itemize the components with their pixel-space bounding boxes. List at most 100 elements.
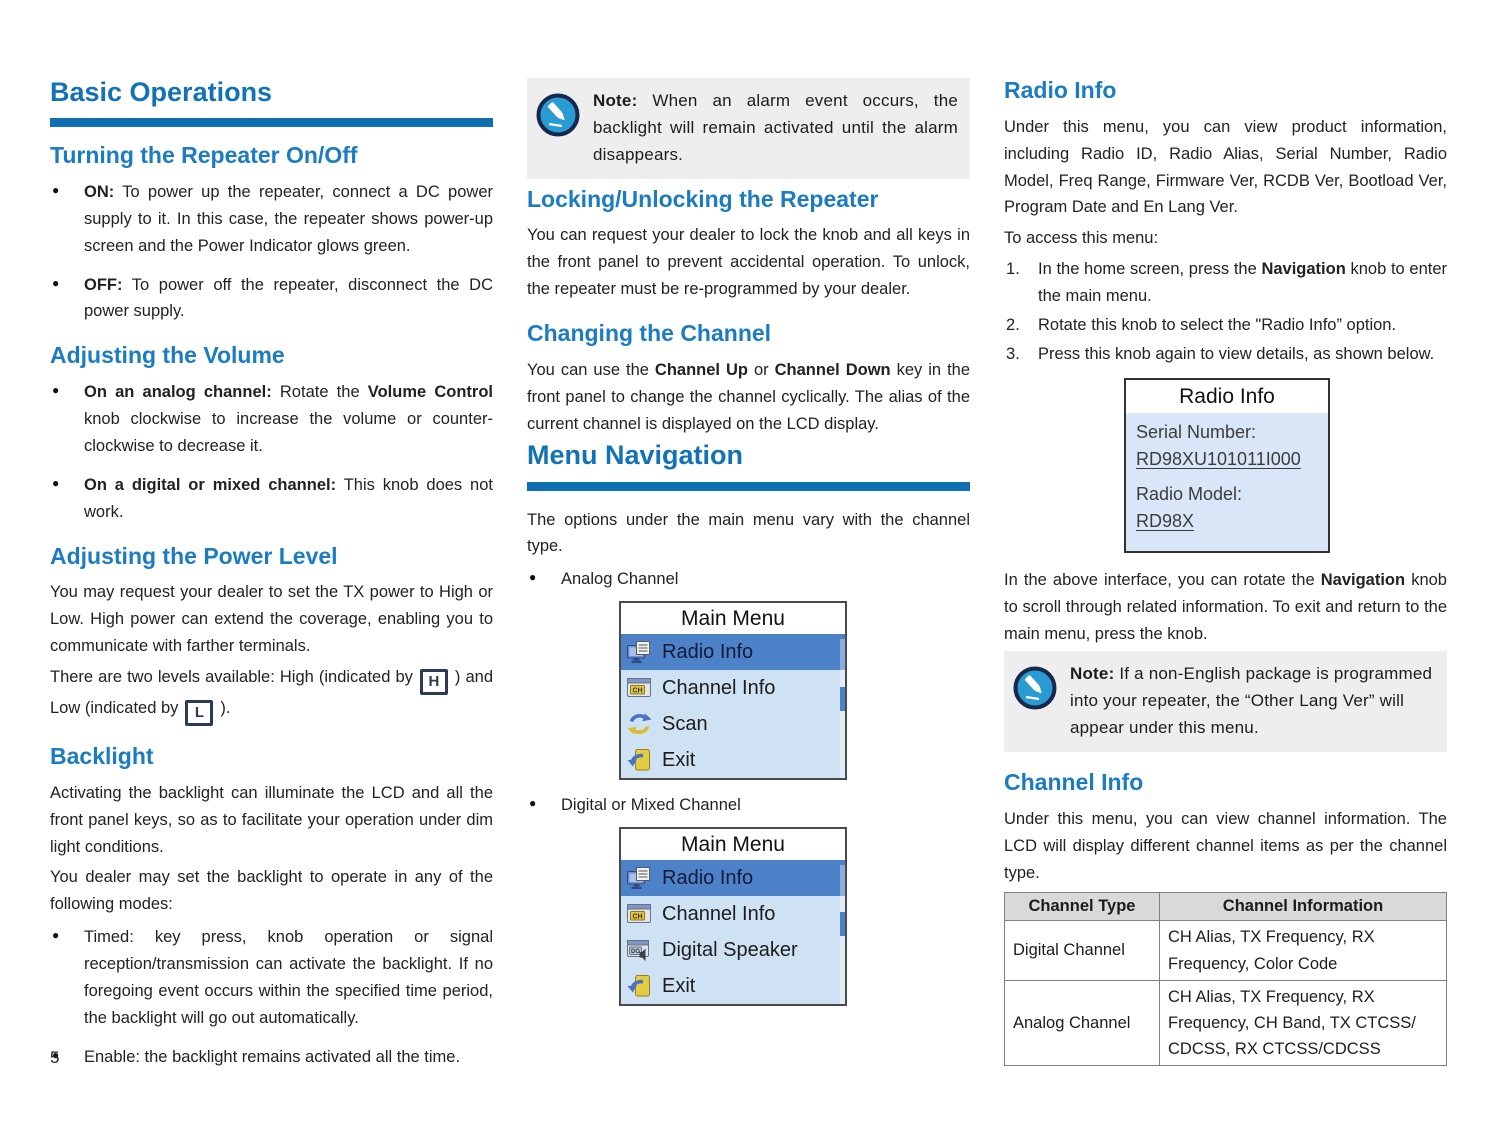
radio-model-value: RD98X: [1136, 510, 1195, 531]
radio-info-lcd-screenshot: Radio Info Serial Number: RD98XU101011I0…: [1124, 377, 1330, 553]
high-power-icon: H: [419, 668, 448, 695]
step-3: Press this knob again to view details, a…: [1006, 341, 1435, 368]
section-title-changing-channel: Changing the Channel: [527, 320, 772, 346]
menu-item-exit: Exit: [621, 742, 845, 778]
note-text: Note: When an alarm event occurs, the ba…: [593, 88, 958, 169]
svg-text:CH: CH: [632, 913, 642, 920]
menu-item-label: Exit: [662, 974, 696, 997]
main-menu-screenshot-digital: Main Menu Radio Info CH Channel Info: [619, 827, 847, 1007]
bullet-on: ON: To power up the repeater, connect a …: [50, 179, 493, 260]
menu-item-label: Scan: [662, 712, 708, 735]
note-box-backlight: Note: When an alarm event occurs, the ba…: [527, 78, 970, 179]
menu-item-channel-info: CH Channel Info: [621, 670, 845, 706]
right-column: Radio Info Under this menu, you can view…: [1004, 77, 1447, 1083]
menu-scrollbar-thumb: [840, 912, 845, 937]
cell-digital-channel: Digital Channel: [1004, 920, 1160, 981]
power-levels-text-a: There are two levels available: High (in…: [50, 667, 413, 686]
menu-item-label: Channel Info: [662, 902, 776, 925]
left-column: Basic Operations Turning the Repeater On…: [50, 77, 493, 1083]
note-body: When an alarm event occurs, the backligh…: [593, 91, 958, 164]
on-off-bullet-list: ON: To power up the repeater, connect a …: [50, 179, 493, 325]
lcd-screen-title: Radio Info: [1126, 379, 1328, 413]
note-body: If a non-English package is programmed i…: [1070, 664, 1433, 738]
locking-paragraph: You can request your dealer to lock the …: [527, 226, 970, 299]
radio-info-steps: In the home screen, press the Navigation…: [1004, 256, 1447, 368]
section-title-adjusting-volume: Adjusting the Volume: [50, 342, 285, 369]
bullet-timed: Timed: key press, knob operation or sign…: [50, 924, 493, 1032]
section-title-radio-info: Radio Info: [1004, 77, 1117, 103]
header-channel-information: Channel Information: [1159, 892, 1447, 922]
note-pencil-icon: [535, 92, 581, 143]
menu-item-exit: Exit: [621, 968, 845, 1004]
digital-speaker-icon: DG: [626, 937, 653, 963]
menu-title: Main Menu: [621, 603, 845, 635]
menu-item-label: Radio Info: [662, 640, 754, 663]
menu-scrollbar: [840, 639, 845, 779]
radio-info-paragraph: Under this menu, you can view product in…: [1004, 117, 1447, 217]
menu-navigation-rule: [527, 481, 970, 491]
menu-item-label: Channel Info: [662, 676, 776, 699]
changing-channel-paragraph: You can use the Channel Up or Channel Do…: [527, 360, 971, 433]
exit-icon: [626, 747, 653, 773]
volume-bullet-list: On an analog channel: Rotate the Volume …: [50, 379, 493, 525]
section-title-power-level: Adjusting the Power Level: [50, 542, 338, 569]
three-column-layout: Basic Operations Turning the Repeater On…: [0, 0, 1496, 1083]
channel-info-table: Channel Type Channel Information Digital…: [1004, 892, 1447, 1066]
middle-column: Note: When an alarm event occurs, the ba…: [527, 78, 970, 1083]
bullet-enable: Enable: the backlight remains activated …: [50, 1044, 493, 1071]
radio-info-icon: [626, 865, 653, 891]
exit-icon: [626, 973, 653, 999]
menu-scrollbar-thumb: [840, 686, 845, 711]
table-header-row: Channel Type Channel Information: [1004, 892, 1447, 922]
backlight-bullet-list: Timed: key press, knob operation or sign…: [50, 924, 493, 1070]
low-power-icon: L: [185, 699, 214, 726]
lcd-screen-body: Serial Number: RD98XU101011I000 Radio Mo…: [1126, 413, 1328, 551]
backlight-paragraph-2: You dealer may set the backlight to oper…: [50, 868, 493, 914]
channel-type-list-1: Analog Channel: [527, 566, 970, 593]
channel-type-list-2: Digital or Mixed Channel: [527, 792, 970, 819]
serial-number-value: RD98XU101011I000: [1136, 448, 1301, 469]
menu-item-label: Radio Info: [662, 866, 754, 889]
bullet-digital-channel: On a digital or mixed channel: This knob…: [50, 472, 493, 526]
table-row: Analog Channel CH Alias, TX Frequency, R…: [1004, 979, 1447, 1066]
radio-info-icon: [626, 639, 653, 665]
above-interface-paragraph: In the above interface, you can rotate t…: [1004, 570, 1447, 643]
section-title-turning-on-off: Turning the Repeater On/Off: [50, 142, 358, 169]
note-label: Note:: [593, 91, 638, 110]
menu-scrollbar: [840, 865, 845, 1005]
note-pencil-icon: [1012, 665, 1058, 716]
table-row: Digital Channel CH Alias, TX Frequency, …: [1004, 920, 1447, 981]
scan-icon: [626, 711, 653, 737]
radio-model-label: Radio Model:: [1136, 483, 1243, 504]
channel-info-icon: CH: [626, 901, 653, 927]
serial-number-label: Serial Number:: [1136, 421, 1257, 442]
menu-title: Main Menu: [621, 829, 845, 861]
channel-info-paragraph: Under this menu, you can view channel in…: [1004, 809, 1447, 882]
bullet-digital-mixed: Digital or Mixed Channel: [527, 792, 970, 819]
menu-item-radio-info: Radio Info: [621, 860, 845, 897]
access-menu-line: To access this menu:: [1004, 229, 1159, 248]
cell-analog-info: CH Alias, TX Frequency, RX Frequency, CH…: [1159, 979, 1447, 1066]
note-box-language: Note: If a non-English package is progra…: [1004, 651, 1447, 753]
section-title-backlight: Backlight: [50, 742, 154, 769]
bullet-analog-channel: On an analog channel: Rotate the Volume …: [50, 379, 493, 460]
menu-item-label: Digital Speaker: [662, 938, 798, 961]
menu-item-channel-info: CH Channel Info: [621, 896, 845, 932]
power-level-paragraph: You may request your dealer to set the T…: [50, 583, 493, 656]
chapter-title-menu-navigation: Menu Navigation: [527, 440, 744, 471]
power-levels-text-b: ) and Low (indicated by: [50, 667, 493, 717]
chapter-title-rule: [50, 118, 493, 128]
svg-text:CH: CH: [632, 688, 642, 695]
channel-info-icon: CH: [626, 675, 653, 701]
backlight-paragraph-1: Activating the backlight can illuminate …: [50, 783, 493, 856]
menu-item-radio-info: Radio Info: [621, 634, 845, 671]
bullet-analog: Analog Channel: [527, 566, 970, 593]
note-label: Note:: [1070, 664, 1115, 684]
menu-navigation-paragraph: The options under the main menu vary wit…: [527, 510, 970, 556]
step-1: In the home screen, press the Navigation…: [1006, 256, 1448, 306]
cell-digital-info: CH Alias, TX Frequency, RX Frequency, Co…: [1159, 920, 1447, 981]
header-channel-type: Channel Type: [1004, 892, 1160, 922]
step-2: Rotate this knob to select the "Radio In…: [1006, 312, 1397, 339]
menu-item-scan: Scan: [621, 706, 845, 742]
